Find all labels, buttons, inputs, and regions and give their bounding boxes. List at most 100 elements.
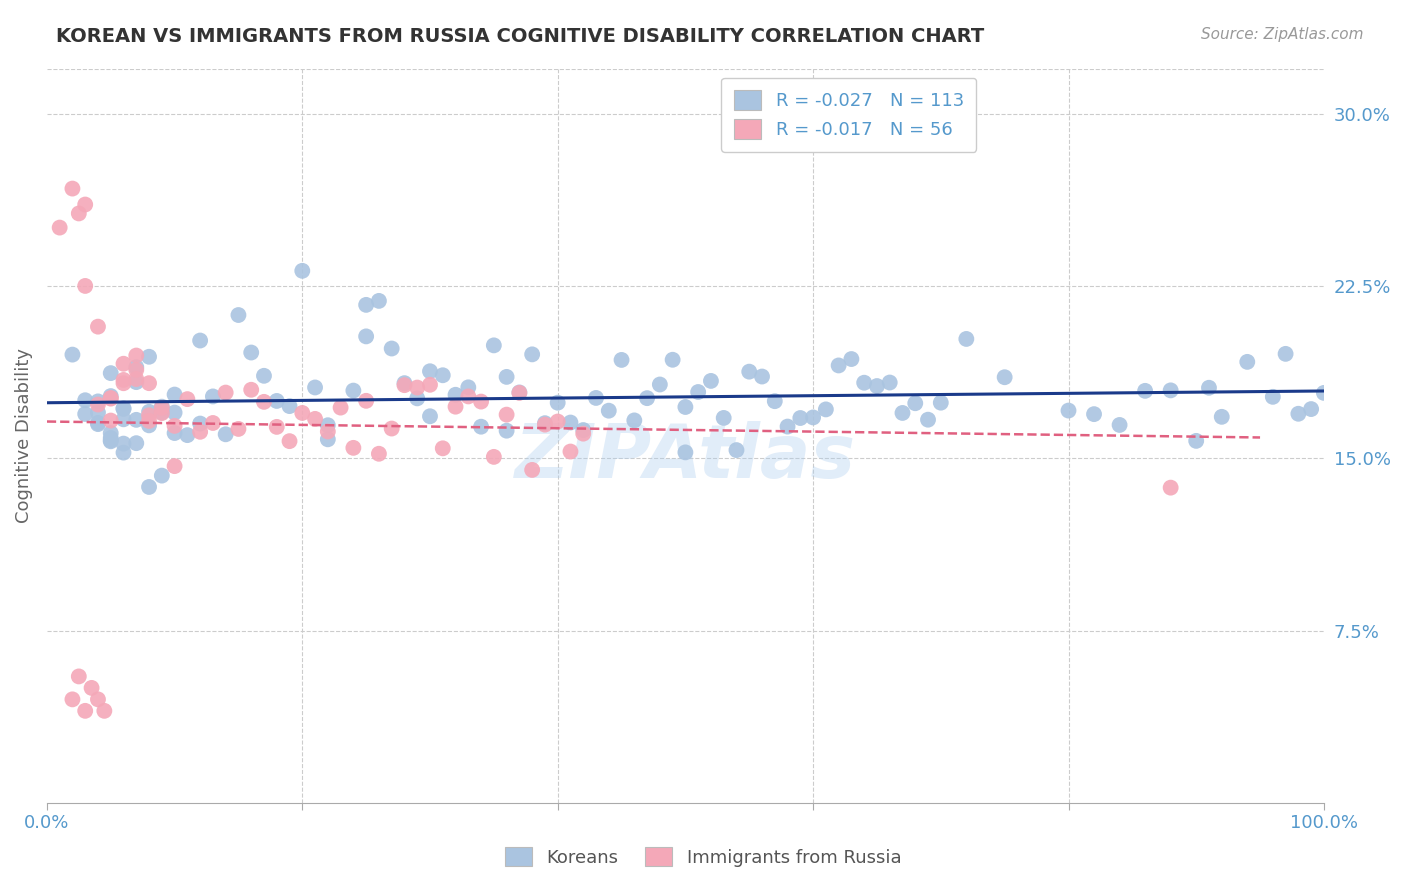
Point [112, 376, 135, 391]
Point [240, 345, 263, 359]
Point [125, 360, 148, 375]
Point [67, 206, 90, 220]
Point [100, 431, 122, 445]
Point [125, 349, 148, 363]
Point [955, 332, 977, 346]
Point [636, 391, 658, 405]
Point [482, 338, 505, 352]
Point [367, 447, 389, 461]
Text: ZIPAtlas: ZIPAtlas [515, 421, 856, 494]
Point [547, 415, 569, 429]
Point [381, 421, 404, 435]
Point [304, 380, 326, 394]
Point [419, 409, 441, 424]
Point [201, 389, 224, 403]
Point [1198, 381, 1220, 395]
Point [138, 405, 160, 419]
Point [266, 393, 288, 408]
Point [87, 417, 110, 431]
Point [572, 423, 595, 437]
Point [994, 370, 1017, 384]
Point [100, 389, 122, 403]
Point [215, 427, 238, 442]
Point [150, 401, 173, 415]
Point [100, 434, 122, 449]
Point [560, 416, 582, 430]
Point [841, 352, 863, 367]
Point [508, 385, 530, 400]
Point [789, 411, 811, 425]
Point [470, 419, 492, 434]
Point [1211, 409, 1233, 424]
Point [100, 434, 122, 448]
Point [560, 444, 582, 458]
Point [112, 357, 135, 371]
Point [751, 369, 773, 384]
Point [534, 417, 557, 432]
Point [100, 391, 122, 405]
Point [163, 459, 186, 474]
Point [482, 450, 505, 464]
Point [163, 406, 186, 420]
Point [354, 329, 377, 343]
Point [138, 350, 160, 364]
Point [648, 377, 671, 392]
Point [112, 445, 135, 459]
Point [394, 376, 416, 391]
Point [163, 418, 186, 433]
Point [610, 352, 633, 367]
Point [917, 413, 939, 427]
Point [904, 396, 927, 410]
Point [1274, 347, 1296, 361]
Point [278, 434, 301, 449]
Point [814, 402, 837, 417]
Point [316, 425, 339, 439]
Point [547, 395, 569, 409]
Point [1313, 385, 1336, 400]
Text: Source: ZipAtlas.com: Source: ZipAtlas.com [1201, 27, 1364, 42]
Legend: Koreans, Immigrants from Russia: Koreans, Immigrants from Russia [498, 840, 908, 874]
Point [67, 669, 90, 683]
Point [495, 408, 517, 422]
Point [266, 420, 288, 434]
Point [240, 383, 263, 397]
Point [419, 364, 441, 378]
Point [585, 391, 607, 405]
Point [776, 419, 799, 434]
Point [112, 401, 135, 416]
Point [150, 405, 173, 419]
Point [138, 376, 160, 391]
Point [188, 417, 211, 431]
Point [827, 359, 849, 373]
Point [1133, 384, 1156, 398]
Point [598, 403, 620, 417]
Point [444, 400, 467, 414]
Point [342, 441, 364, 455]
Point [738, 365, 761, 379]
Point [623, 413, 645, 427]
Point [87, 406, 110, 420]
Point [215, 385, 238, 400]
Point [495, 424, 517, 438]
Point [253, 368, 276, 383]
Point [1108, 417, 1130, 432]
Point [661, 352, 683, 367]
Point [316, 418, 339, 433]
Point [1160, 384, 1182, 398]
Point [367, 293, 389, 308]
Point [1236, 355, 1258, 369]
Point [75, 407, 97, 421]
Point [457, 380, 479, 394]
Point [673, 445, 696, 459]
Point [75, 279, 97, 293]
Point [1057, 403, 1080, 417]
Point [100, 392, 122, 406]
Point [112, 436, 135, 450]
Point [125, 436, 148, 450]
Point [1286, 407, 1309, 421]
Point [138, 409, 160, 423]
Point [62, 181, 84, 195]
Point [87, 319, 110, 334]
Point [444, 388, 467, 402]
Point [342, 384, 364, 398]
